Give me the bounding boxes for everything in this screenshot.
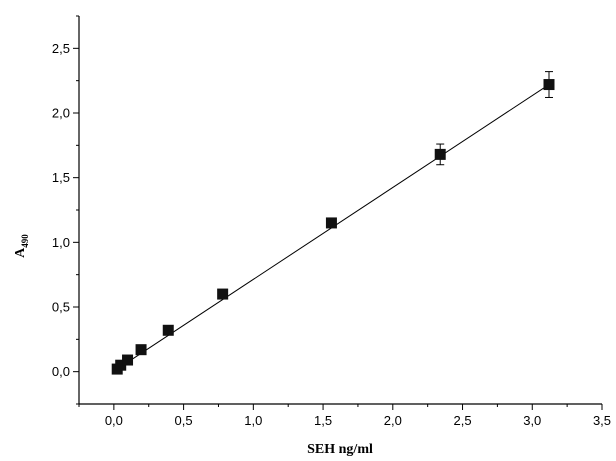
x-tick-label: 2,0 [384, 413, 402, 428]
data-point [217, 288, 229, 300]
x-tick-label: 3,0 [523, 413, 541, 428]
x-axis-title: SEH ng/ml [307, 442, 373, 457]
data-point [135, 344, 147, 356]
axes [78, 16, 602, 405]
x-tick-label: 1,0 [244, 413, 262, 428]
y-axis-title: A490 [13, 234, 30, 258]
y-tick-label: 0,5 [52, 300, 70, 315]
x-tick-label: 1,5 [314, 413, 332, 428]
x-tick-label: 3,5 [593, 413, 611, 428]
y-tick-label: 0,0 [52, 364, 70, 379]
data-point [115, 359, 127, 371]
y-tick-label: 1,5 [52, 170, 70, 185]
data-point [325, 217, 337, 229]
y-axis-title-subscript: 490 [20, 234, 30, 248]
data-points [111, 79, 555, 375]
data-point [122, 354, 134, 366]
x-tick-label: 0,5 [175, 413, 193, 428]
y-axis-ticks: 0,0 0,5 1,0 1,5 2,0 2,5 [52, 15, 79, 405]
data-point [543, 79, 555, 91]
y-axis-title-main: A [13, 247, 28, 258]
data-point [162, 324, 174, 336]
y-tick-label: 2,0 [52, 106, 70, 121]
data-point [434, 148, 446, 160]
x-axis-ticks: 0,0 0,5 1,0 1,5 2,0 2,5 3,0 3,5 [78, 404, 611, 428]
x-tick-label: 2,5 [453, 413, 471, 428]
y-tick-label: 2,5 [52, 41, 70, 56]
error-bars [436, 71, 554, 166]
y-tick-label: 1,0 [52, 235, 70, 250]
x-tick-label: 0,0 [105, 413, 123, 428]
